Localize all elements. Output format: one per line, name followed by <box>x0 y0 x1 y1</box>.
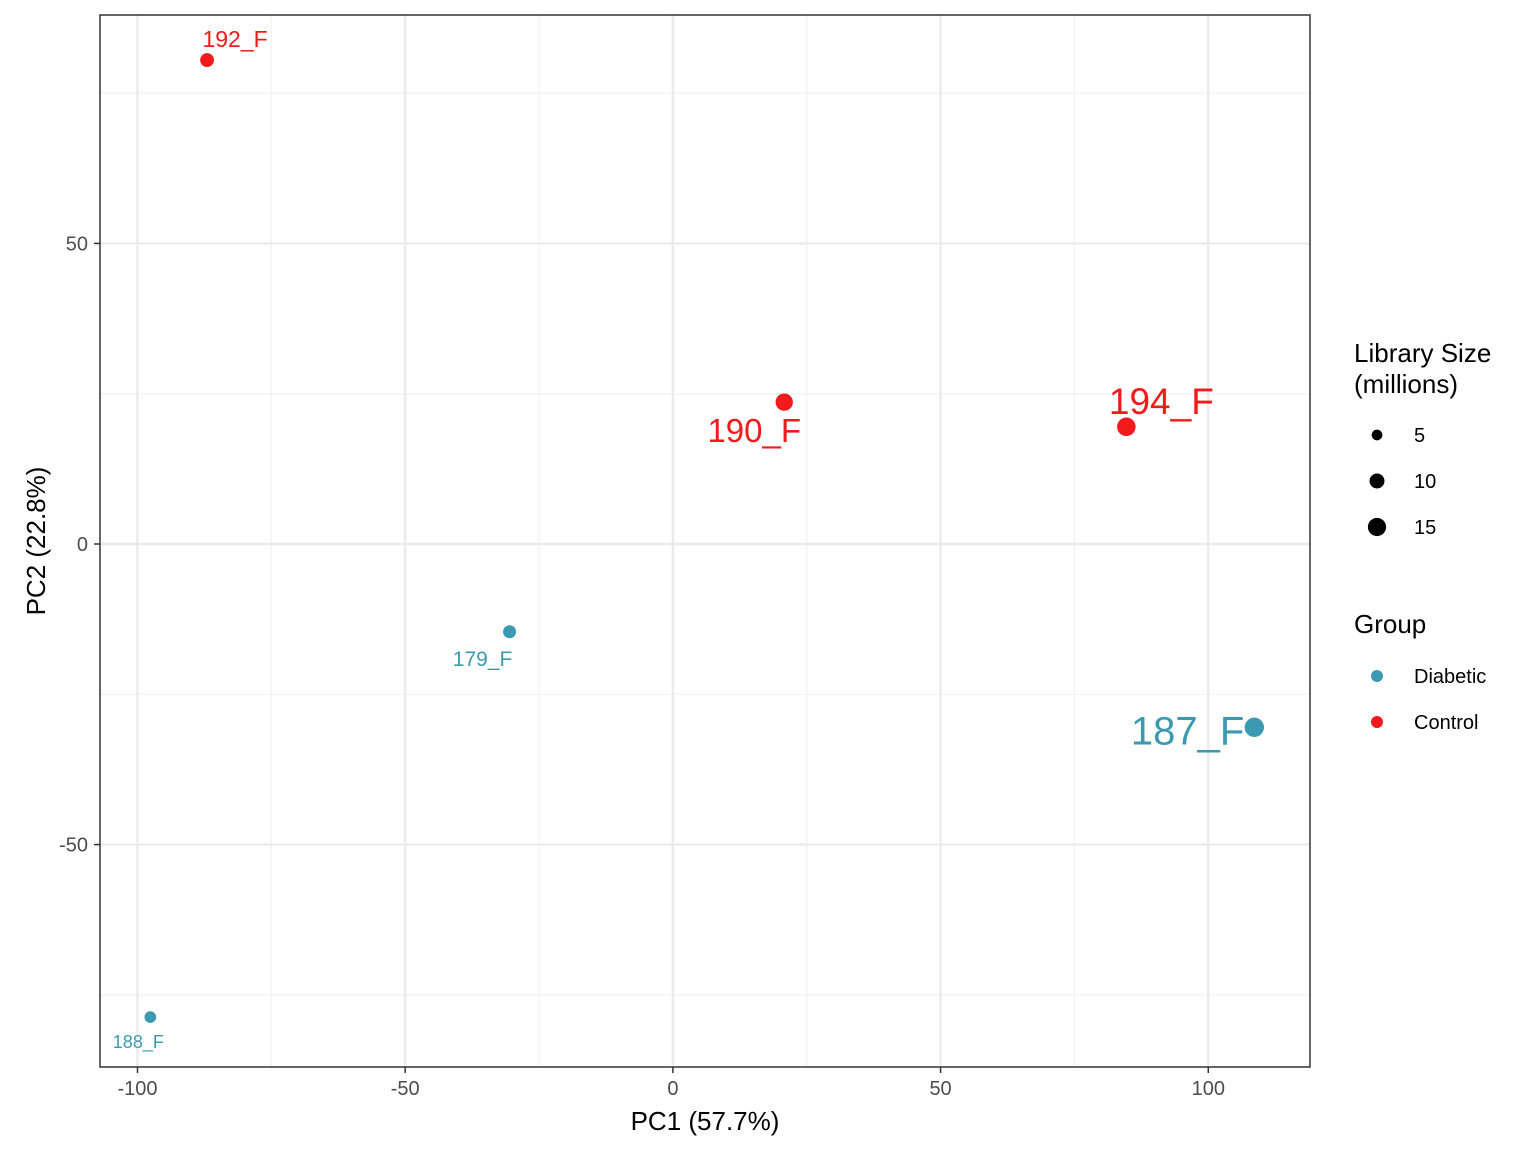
color-legend-key <box>1371 670 1383 682</box>
point-label: 179_F <box>453 648 513 671</box>
x-tick-label: -100 <box>117 1078 157 1100</box>
size-legend-key <box>1367 517 1387 537</box>
color-legend-key <box>1371 716 1383 728</box>
point-label: 194_F <box>1109 381 1214 422</box>
data-point <box>200 53 214 67</box>
plot-panel <box>100 15 1310 1067</box>
size-legend-label: 5 <box>1414 425 1425 447</box>
y-tick-label: 50 <box>66 233 88 255</box>
size-legend-title: (millions) <box>1354 369 1458 399</box>
size-legend-key <box>1369 473 1385 489</box>
data-point <box>503 625 517 639</box>
data-point <box>775 393 793 411</box>
point-label: 192_F <box>202 26 267 52</box>
size-legend-key <box>1371 429 1383 441</box>
y-axis-title: PC2 (22.8%) <box>21 467 51 616</box>
point-label: 190_F <box>707 412 801 449</box>
color-legend-label: Control <box>1414 712 1478 734</box>
x-axis-title: PC1 (57.7%) <box>631 1106 780 1136</box>
data-point <box>144 1011 157 1023</box>
point-label: 188_F <box>113 1032 164 1053</box>
point-label: 187_F <box>1131 709 1244 753</box>
color-legend-label: Diabetic <box>1414 666 1486 688</box>
y-tick-label: -50 <box>59 835 88 857</box>
y-tick-label: 0 <box>77 534 88 556</box>
x-tick-label: -50 <box>391 1078 420 1100</box>
data-point <box>1117 417 1136 437</box>
size-legend-label: 15 <box>1414 517 1436 539</box>
x-tick-label: 0 <box>667 1078 678 1100</box>
size-legend-label: 10 <box>1414 471 1436 493</box>
x-tick-label: 50 <box>929 1078 951 1100</box>
data-point <box>1244 717 1265 738</box>
size-legend-title: Library Size <box>1354 338 1491 368</box>
panel-border <box>99 14 1311 1068</box>
x-tick-label: 100 <box>1192 1078 1225 1100</box>
color-legend-title: Group <box>1354 609 1426 639</box>
